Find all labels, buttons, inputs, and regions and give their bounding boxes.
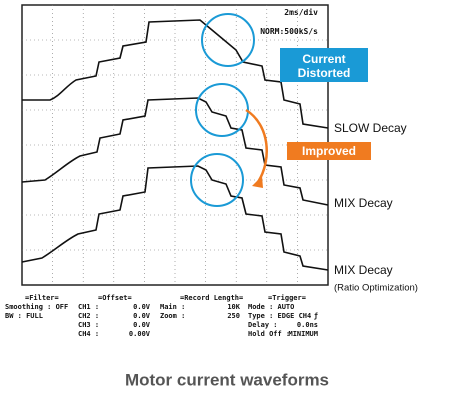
- trace-label: MIX Decay: [334, 196, 393, 210]
- page: 2ms/div NORM:500kS/s Current Distorted I…: [0, 0, 454, 396]
- figure: 2ms/div NORM:500kS/s Current Distorted I…: [0, 0, 454, 396]
- trace-label: MIX Decay: [334, 263, 393, 277]
- status-line: CH3 :: [78, 321, 99, 329]
- trace-note: (Ratio Optimization): [334, 283, 418, 294]
- timebase: 2ms/div: [284, 7, 318, 17]
- status-value: 0.0V: [133, 303, 151, 311]
- status-heading: =Offset=: [98, 294, 132, 302]
- status-line: BW : FULL: [5, 312, 43, 320]
- status-line: CH4 :: [78, 330, 99, 338]
- status-line: Delay :: [248, 321, 278, 329]
- status-value: 250: [227, 312, 240, 320]
- status-value: MINIMUM: [288, 330, 318, 338]
- status-heading: =Filter=: [25, 294, 59, 302]
- status-value: 0.00V: [129, 330, 151, 338]
- status-value: 0.0ns: [297, 321, 318, 329]
- status-line: CH2 :: [78, 312, 99, 320]
- status-line: Main :: [160, 303, 185, 311]
- status-value: 10K: [227, 303, 240, 311]
- caption: Motor current waveforms: [125, 370, 329, 389]
- status-line: Zoom :: [160, 312, 185, 320]
- status-line: Hold Off :: [248, 330, 290, 338]
- status-line: Type : EDGE CH4: [248, 312, 311, 320]
- status-line: Smoothing : OFF: [5, 303, 68, 311]
- callout-text: Current: [302, 52, 345, 66]
- sampling: NORM:500kS/s: [260, 27, 318, 36]
- status-line: CH1 :: [78, 303, 99, 311]
- status-line: Mode : AUTO: [248, 303, 294, 311]
- status-heading: =Trigger=: [268, 294, 306, 302]
- status-value: ƒ: [314, 312, 318, 320]
- callout-text: Distorted: [298, 66, 351, 80]
- improved-text: Improved: [302, 144, 356, 158]
- trace-label: SLOW Decay: [334, 121, 407, 135]
- status-value: 0.0V: [133, 321, 151, 329]
- status-value: 0.0V: [133, 312, 151, 320]
- status-heading: =Record Length=: [180, 294, 243, 302]
